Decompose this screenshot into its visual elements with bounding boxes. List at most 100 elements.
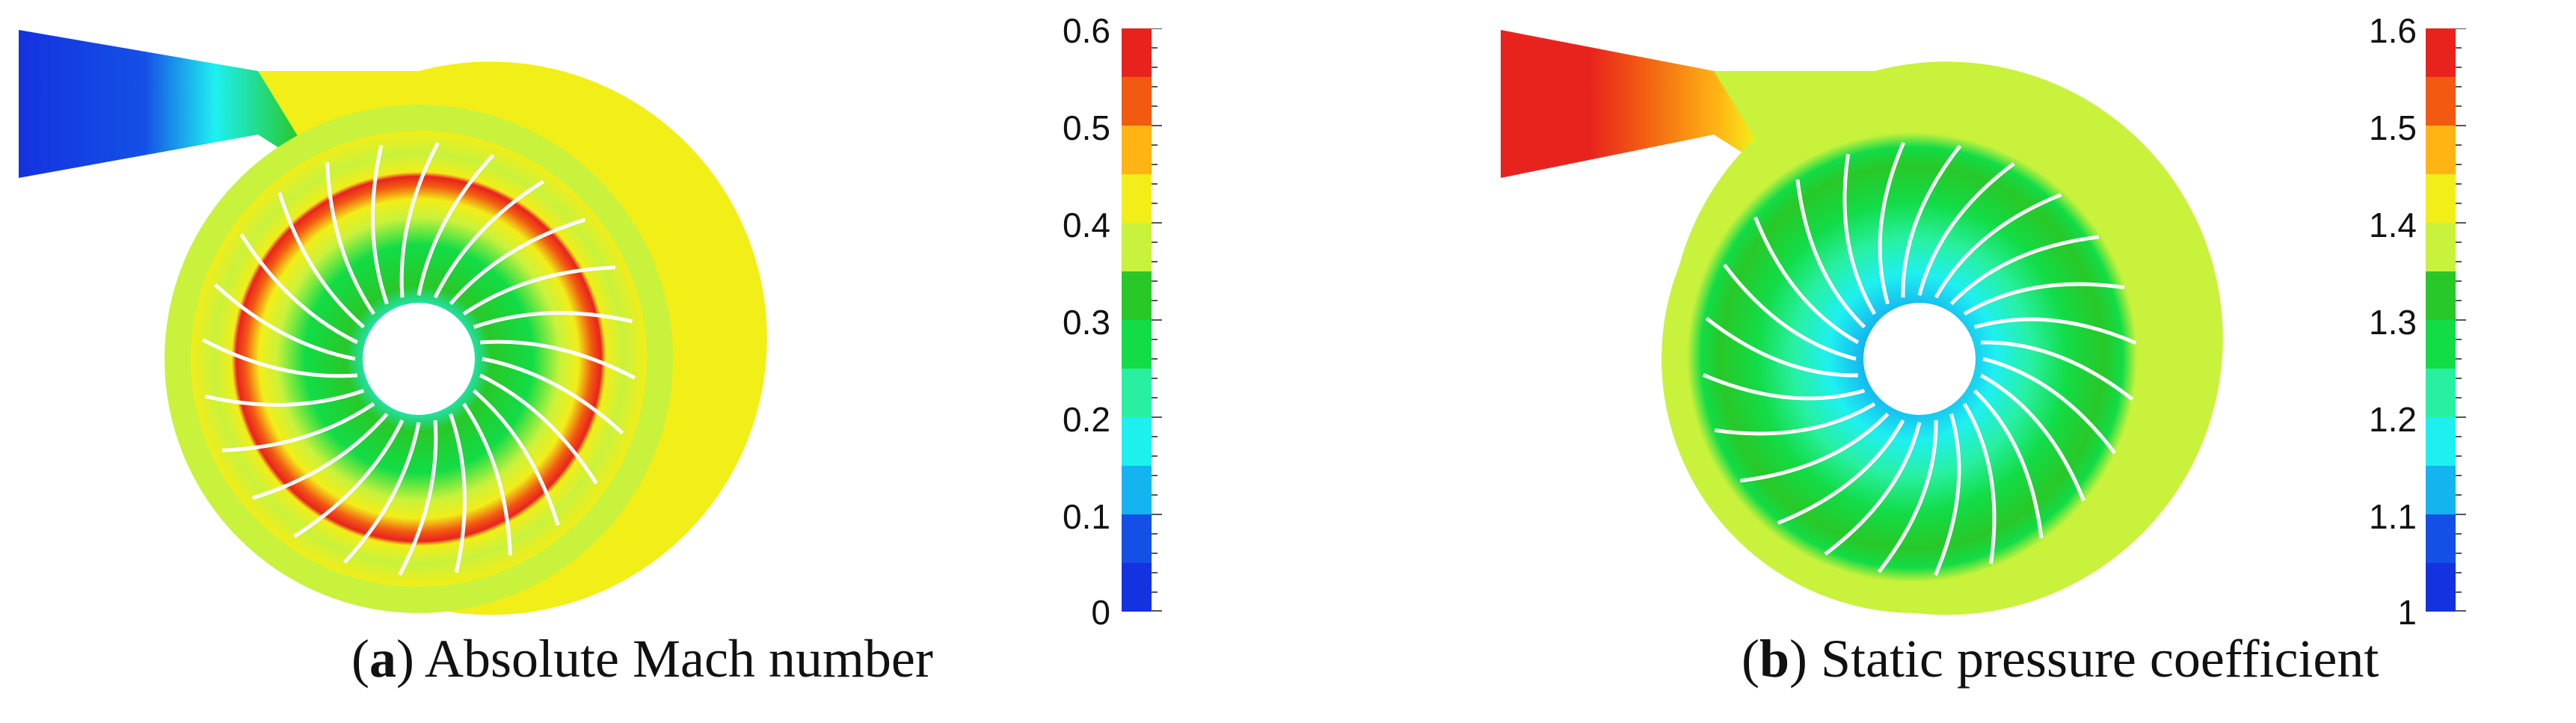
colorbar-segment	[1122, 223, 1152, 272]
colorbar-segment	[2426, 417, 2456, 467]
blade	[462, 402, 512, 556]
blade	[1842, 153, 1877, 316]
blade	[1878, 141, 1905, 305]
colorbar-segment	[2426, 563, 2456, 612]
blade	[1963, 282, 2125, 316]
blade	[251, 412, 389, 500]
blade	[277, 191, 366, 329]
colorbar-segment	[1122, 320, 1152, 369]
blade	[399, 141, 440, 298]
colorbar-tick: 1.4	[2369, 206, 2417, 244]
blade	[1777, 419, 1905, 525]
colorbar-segment	[2426, 271, 2456, 321]
hub	[1863, 303, 1976, 415]
colorbar-segment	[1122, 271, 1152, 321]
colorbar-segment	[1122, 369, 1152, 418]
blade	[1917, 161, 2015, 296]
colorbar-tick: 0.5	[1063, 108, 1110, 147]
blade	[1973, 317, 2137, 345]
blade	[1979, 373, 2085, 502]
colorbar-segment	[1122, 28, 1152, 78]
colorbar-tick: 1.6	[2369, 11, 2417, 50]
colorbar-tick: 1.1	[2369, 497, 2417, 536]
blade	[479, 373, 598, 484]
blade	[201, 338, 358, 378]
colorbar-tick: 0.6	[1063, 11, 1110, 50]
blade	[1714, 402, 1876, 436]
pressure-contour-plot	[1501, 30, 2223, 615]
colorbar-segment	[2426, 369, 2456, 418]
blade	[472, 389, 560, 526]
caption-b: (b) Static pressure coefficient	[1742, 629, 2379, 689]
colorbar-tick: 0.1	[1063, 497, 1110, 536]
colorbar-segment	[2426, 28, 2456, 78]
panel-b: 1.6 1.5 1.4 1.3 1.2 1.1 1 (b) Static pre…	[1288, 0, 2576, 723]
blade	[371, 144, 389, 305]
colorbar-segment	[2426, 223, 2456, 272]
colorbar-tick: 0.2	[1063, 400, 1110, 439]
colorbar-tick: 1.5	[2369, 108, 2417, 147]
blade	[449, 218, 586, 306]
blade	[462, 265, 616, 316]
colorbar-segment	[1122, 417, 1152, 467]
colorbar-tick: 1.2	[2369, 400, 2417, 439]
blade	[1973, 389, 2044, 539]
blades	[201, 141, 636, 576]
colorbar-tick: 0.4	[1063, 206, 1110, 244]
blade	[433, 179, 544, 298]
blade	[1795, 179, 1866, 329]
blade	[1753, 216, 1860, 345]
blade	[1982, 357, 2117, 455]
colorbar-b	[2426, 28, 2466, 612]
blade	[398, 419, 438, 576]
blade	[1824, 422, 1922, 556]
blade	[204, 389, 365, 407]
blade	[213, 283, 356, 361]
colorbar-tick: 0	[1091, 593, 1110, 632]
blade	[1702, 373, 1866, 401]
hub	[363, 303, 475, 415]
blades	[1702, 141, 2137, 576]
blade	[1981, 340, 2134, 402]
blade	[473, 311, 633, 329]
blade	[1949, 235, 2100, 306]
blade	[1705, 316, 1858, 378]
colorbar-tick: 1.3	[2369, 303, 2417, 342]
colorbar-segment	[2426, 320, 2456, 369]
colorbar-tick: 1	[2397, 593, 2417, 632]
colorbar-segment	[2426, 466, 2456, 515]
colorbar-tick: 0.3	[1063, 303, 1110, 342]
blade	[482, 357, 624, 435]
blade	[1877, 420, 1938, 573]
blade	[342, 422, 421, 564]
blade	[1722, 263, 1857, 361]
blade	[1934, 413, 1961, 576]
inlet-duct	[19, 30, 299, 178]
blade	[293, 419, 405, 538]
colorbar-segment	[1122, 563, 1152, 612]
colorbar-segment	[1122, 126, 1152, 175]
inlet-duct	[1501, 30, 1755, 178]
caption-a: (a) Absolute Mach number	[351, 629, 933, 689]
blade	[479, 339, 636, 380]
colorbar-segment	[2426, 126, 2456, 175]
blade	[1934, 193, 2062, 299]
colorbar-segment	[2426, 514, 2456, 564]
mach-contour-plot	[19, 30, 767, 615]
colorbar-segment	[1122, 514, 1152, 564]
blade	[239, 233, 358, 345]
blade	[416, 153, 495, 296]
colorbar-a	[1122, 28, 1162, 612]
colorbar-segment	[2426, 174, 2456, 224]
blade	[449, 413, 467, 573]
blade	[1901, 144, 1962, 298]
colorbar-segment	[1122, 174, 1152, 224]
blade	[1962, 402, 1996, 564]
panel-a: 0.6 0.5 0.4 0.3 0.2 0.1 0 (a) Absolute M…	[19, 11, 1162, 689]
blade	[1739, 412, 1890, 483]
colorbar-segment	[1122, 466, 1152, 515]
colorbar-segment	[2426, 77, 2456, 126]
colorbar-segment	[1122, 77, 1152, 126]
blade	[325, 161, 375, 316]
blade	[221, 402, 375, 452]
